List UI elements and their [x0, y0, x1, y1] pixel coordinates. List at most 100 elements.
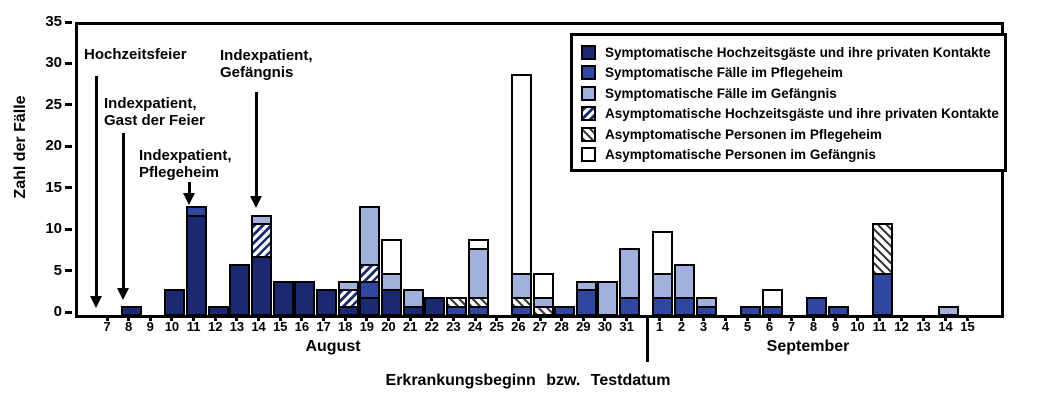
- legend-label: Symptomatische Hochzeitsgäste und ihre p…: [605, 44, 991, 60]
- down-arrow-icon: [183, 193, 195, 205]
- bar-september-9: [828, 25, 849, 316]
- x-tick-label-august-31: 31: [619, 319, 634, 334]
- x-tick-label-august-21: 21: [402, 319, 418, 334]
- x-tick: [680, 315, 683, 321]
- x-tick: [170, 315, 174, 321]
- x-tick: [127, 315, 131, 321]
- down-arrow-icon: [90, 296, 102, 308]
- annotation-indexpatient-gast: Indexpatient, Gast der Feier: [104, 95, 205, 129]
- x-tick: [538, 315, 542, 321]
- bar-august-17: [316, 25, 337, 316]
- wedding_symptomatic-segment: [121, 305, 143, 316]
- bar-september-6: [762, 25, 783, 316]
- x-tick-label-august-7: 7: [103, 319, 111, 334]
- x-tick-label-august-13: 13: [229, 319, 245, 334]
- x-tick: [658, 315, 661, 321]
- prison_symptomatic-segment: [674, 264, 695, 300]
- nursing_home_symptomatic-segment: [575, 289, 597, 316]
- annotation-text: Pflegeheim: [139, 164, 220, 181]
- wedding_symptomatic-segment: [251, 256, 273, 316]
- x-tick-label-september-6: 6: [765, 319, 774, 334]
- x-tick-label-august-23: 23: [446, 319, 461, 334]
- x-tick: [702, 315, 705, 321]
- x-tick-label-september-15: 15: [960, 319, 975, 334]
- x-tick: [922, 315, 925, 321]
- y-tick: [65, 20, 72, 24]
- nursing_home_symptomatic-segment: [652, 297, 673, 316]
- x-tick-label-august-12: 12: [208, 319, 223, 334]
- bar-september-1: [652, 25, 673, 316]
- bar-august-21: [402, 25, 424, 316]
- bar-september-8: [806, 25, 827, 316]
- x-tick-label-august-10: 10: [164, 319, 180, 334]
- x-tick-label-august-29: 29: [576, 319, 591, 334]
- plot-area: [75, 22, 1004, 318]
- annotation-text: Gefängnis: [220, 64, 294, 81]
- annotation-indexpatient-pflegeheim: Indexpatient, Pflegeheim: [139, 147, 232, 181]
- x-tick-label-august-28: 28: [554, 319, 569, 334]
- annotation-text: Indexpatient,: [220, 47, 313, 64]
- legend-swatch-icon: [581, 44, 596, 60]
- x-tick: [625, 315, 629, 321]
- bar-september-5: [740, 25, 761, 316]
- bar-august-30: [597, 25, 619, 316]
- y-tick-label: 5: [53, 261, 62, 279]
- x-tick-label-september-14: 14: [938, 319, 953, 334]
- down-arrow-icon: [117, 288, 129, 300]
- nursing_home_symptomatic-segment: [828, 305, 849, 316]
- x-tick: [516, 315, 520, 321]
- bar-august-11: [186, 25, 208, 316]
- down-arrow-icon: [250, 196, 262, 208]
- wedding_symptomatic-segment: [186, 214, 208, 316]
- x-tick: [300, 315, 304, 321]
- prison_symptomatic-segment: [380, 272, 402, 292]
- bar-august-28: [554, 25, 576, 316]
- annotation-text: Hochzeitsfeier: [84, 46, 187, 63]
- x-tick-label-august-15: 15: [272, 319, 288, 334]
- nursing_home_symptomatic-segment: [674, 297, 695, 316]
- y-tick: [65, 186, 72, 190]
- y-tick-label: 20: [45, 137, 62, 155]
- nursing_home_symptomatic-segment: [740, 305, 761, 316]
- x-tick: [473, 315, 477, 321]
- y-tick: [65, 144, 72, 148]
- legend-swatch-icon: [581, 85, 596, 101]
- y-tick-label: 30: [45, 54, 62, 72]
- wedding_symptomatic-segment: [380, 289, 402, 316]
- month-separator-line: [646, 315, 649, 362]
- month-label-september: September: [766, 338, 850, 355]
- wedding_symptomatic-segment: [207, 305, 229, 316]
- prison_symptomatic-segment: [652, 272, 673, 300]
- x-tick-label-september-11: 11: [872, 319, 887, 334]
- annotation-arrow-line: [122, 133, 125, 288]
- x-tick: [768, 315, 771, 321]
- x-tick: [386, 315, 390, 321]
- bar-august-18: [337, 25, 359, 316]
- bar-august-24: [467, 25, 489, 316]
- wedding_symptomatic-segment: [294, 280, 316, 316]
- bar-august-16: [294, 25, 316, 316]
- legend-row: Symptomatische Fälle im Gefängnis: [581, 83, 1004, 104]
- y-tick-label: 25: [45, 95, 62, 113]
- legend-swatch-icon: [581, 126, 596, 142]
- legend-row: Asymptomatische Personen im Gefängnis: [581, 145, 1004, 166]
- annotation-indexpatient-gefaengnis: Indexpatient, Gefängnis: [220, 47, 313, 81]
- prison_asymptomatic-segment: [380, 239, 402, 275]
- x-tick: [343, 315, 347, 321]
- x-tick: [900, 315, 903, 321]
- x-tick: [257, 315, 261, 321]
- wedding_symptomatic-segment: [316, 289, 337, 316]
- x-tick: [408, 315, 412, 321]
- x-tick: [322, 315, 325, 321]
- prison_asymptomatic-segment: [652, 231, 673, 275]
- legend-row: Asymptomatische Personen im Pflegeheim: [581, 124, 1004, 145]
- prison_symptomatic-segment: [619, 247, 641, 300]
- x-tick-label-august-8: 8: [125, 319, 133, 334]
- annotation-text: Gast der Feier: [104, 112, 205, 129]
- x-tick-label-august-19: 19: [359, 319, 375, 334]
- x-tick: [278, 315, 282, 321]
- x-tick: [560, 315, 564, 321]
- x-tick-label-september-10: 10: [850, 319, 865, 334]
- y-tick: [65, 310, 72, 314]
